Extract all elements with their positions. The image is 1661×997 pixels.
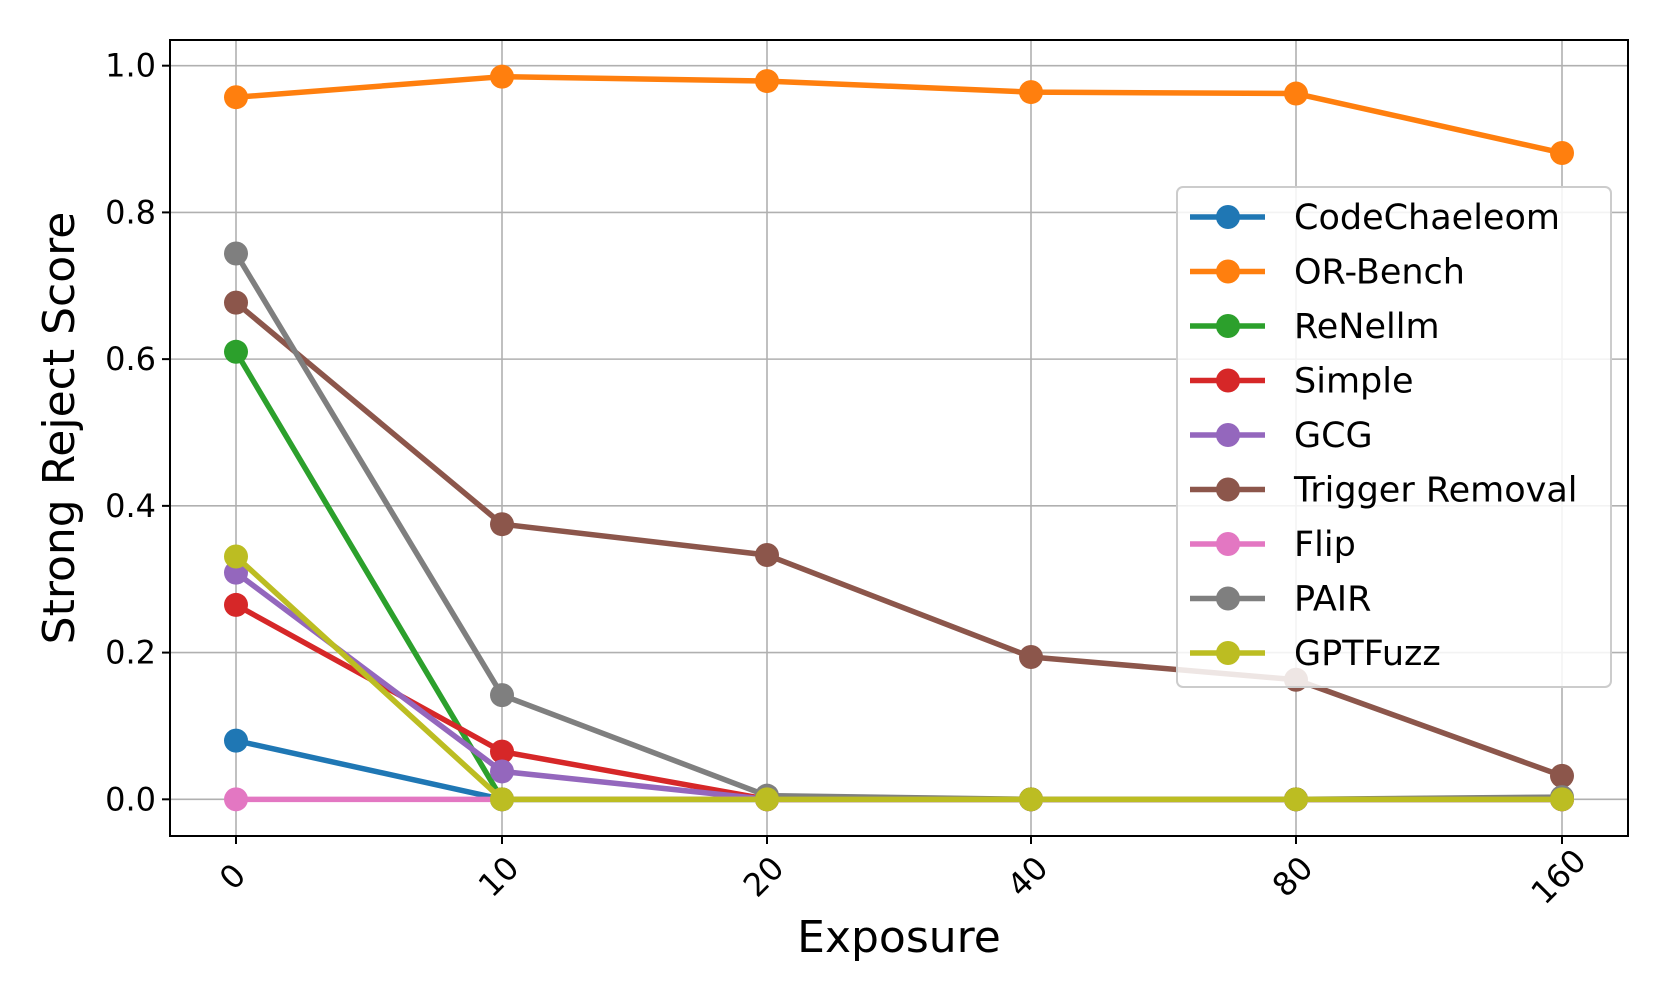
data-point xyxy=(224,787,248,812)
data-point xyxy=(1284,787,1308,812)
legend-label: ReNellm xyxy=(1294,307,1440,347)
legend-marker xyxy=(1216,314,1240,338)
legend-label: GCG xyxy=(1294,416,1373,456)
legend-entry: CodeChaeleom xyxy=(1190,198,1560,238)
series-line xyxy=(233,553,1565,803)
series-line xyxy=(233,73,1565,156)
legend-label: PAIR xyxy=(1294,580,1371,620)
legend-marker xyxy=(1216,586,1240,611)
legend-marker xyxy=(1216,641,1240,665)
legend-marker xyxy=(1216,423,1240,447)
legend-entry: OR-Bench xyxy=(1190,253,1465,293)
data-point xyxy=(755,787,779,812)
legend-entry: ReNellm xyxy=(1190,307,1440,347)
y-tick-label: 0.4 xyxy=(105,487,156,525)
legend-marker xyxy=(1216,477,1240,502)
data-point xyxy=(1284,81,1308,106)
data-point xyxy=(755,543,779,568)
legend-label: OR-Bench xyxy=(1294,253,1465,293)
data-point xyxy=(1019,80,1043,105)
y-axis-title: Strong Reject Score xyxy=(34,212,85,645)
x-axis-title: Exposure xyxy=(797,912,1001,963)
y-tick-label: 0.8 xyxy=(105,193,156,231)
data-point xyxy=(1550,787,1574,812)
legend-entry: GCG xyxy=(1190,416,1373,456)
legend-marker xyxy=(1216,532,1240,556)
y-tick-label: 0.2 xyxy=(105,634,156,672)
data-point xyxy=(224,544,248,569)
data-point xyxy=(224,241,248,266)
legend-entry: Simple xyxy=(1190,362,1414,402)
legend-marker xyxy=(1216,205,1240,229)
series-line xyxy=(233,299,1565,779)
data-point xyxy=(1550,763,1574,788)
data-point xyxy=(224,85,248,110)
legend-label: Flip xyxy=(1294,525,1356,565)
legend-marker xyxy=(1216,259,1240,284)
series-gptfuzz xyxy=(224,544,1574,812)
legend-entry: Trigger Removal xyxy=(1190,471,1578,511)
data-point xyxy=(1019,644,1043,669)
legend-box xyxy=(1176,186,1612,688)
data-point xyxy=(490,683,514,708)
legend-label: Trigger Removal xyxy=(1293,471,1578,511)
legend-entry: GPTFuzz xyxy=(1190,634,1441,674)
data-point xyxy=(490,64,514,89)
data-point xyxy=(490,759,514,784)
data-point xyxy=(224,290,248,315)
data-point xyxy=(755,69,779,94)
series-or-bench xyxy=(224,64,1574,165)
legend-entry: Flip xyxy=(1190,525,1356,565)
data-point xyxy=(224,592,248,617)
plot-frame xyxy=(169,39,1629,837)
legend-label: GPTFuzz xyxy=(1294,634,1441,674)
data-point xyxy=(1550,140,1574,165)
series-layer xyxy=(224,64,1574,812)
data-point xyxy=(1019,787,1043,812)
data-point xyxy=(490,739,514,764)
data-point xyxy=(490,512,514,537)
data-point xyxy=(490,787,514,812)
legend-label: CodeChaeleom xyxy=(1294,198,1560,238)
y-tick-label: 0.0 xyxy=(105,780,156,818)
legend: CodeChaeleom OR-Bench ReNellm Simple GCG Trig… xyxy=(1176,186,1612,688)
data-point xyxy=(224,339,248,364)
y-tick-label: 1.0 xyxy=(105,47,156,85)
y-tick-label: 0.6 xyxy=(105,340,156,378)
legend-entry: PAIR xyxy=(1190,580,1371,620)
data-point xyxy=(224,728,248,753)
legend-marker xyxy=(1216,368,1240,393)
legend-label: Simple xyxy=(1294,362,1414,402)
